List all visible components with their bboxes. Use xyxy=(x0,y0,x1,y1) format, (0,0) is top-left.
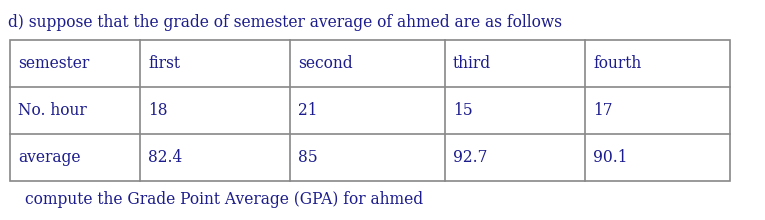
Bar xyxy=(10,40,730,181)
Text: 21: 21 xyxy=(298,102,317,119)
Text: first: first xyxy=(148,55,180,72)
Text: 15: 15 xyxy=(453,102,473,119)
Text: 82.4: 82.4 xyxy=(148,149,182,166)
Text: 92.7: 92.7 xyxy=(453,149,487,166)
Text: third: third xyxy=(453,55,491,72)
Text: No. hour: No. hour xyxy=(18,102,86,119)
Text: compute the Grade Point Average (GPA) for ahmed: compute the Grade Point Average (GPA) fo… xyxy=(25,191,423,208)
Text: 18: 18 xyxy=(148,102,168,119)
Text: second: second xyxy=(298,55,353,72)
Text: 17: 17 xyxy=(593,102,613,119)
Text: d) suppose that the grade of semester average of ahmed are as follows: d) suppose that the grade of semester av… xyxy=(8,14,562,31)
Text: fourth: fourth xyxy=(593,55,641,72)
Text: semester: semester xyxy=(18,55,90,72)
Text: average: average xyxy=(18,149,80,166)
Text: 85: 85 xyxy=(298,149,317,166)
Text: 90.1: 90.1 xyxy=(593,149,627,166)
